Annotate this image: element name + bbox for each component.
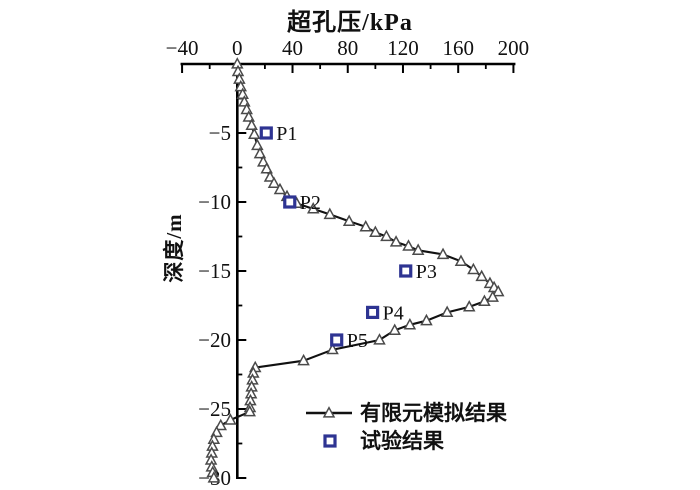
fe-curve-marker-triangle: [486, 290, 499, 302]
fe-curve-marker-triangle: [273, 182, 287, 195]
x-tick-label: 80: [337, 36, 358, 60]
fe-curve-marker-triangle: [369, 225, 382, 238]
chart-title: 超孔压/kPa: [287, 10, 413, 36]
fe-curve-marker-triangle: [478, 294, 491, 307]
fe-curve-marker-triangle: [403, 317, 417, 330]
fe-curve-marker-triangle: [389, 235, 403, 247]
experiment-point-square: [283, 195, 297, 209]
fe-curve-marker-triangle: [260, 162, 273, 174]
fe-curve-marker-triangle: [411, 243, 425, 255]
fe-curve-marker-triangle: [326, 342, 339, 355]
fe-curve-marker-triangle: [342, 214, 356, 226]
y-tick-label: −10: [198, 190, 231, 214]
fe-curve-marker-triangle: [306, 202, 320, 214]
fe-curve-marker-triangle: [234, 79, 248, 92]
fe-curve-marker-triangle: [491, 284, 505, 297]
legend-square-icon: [323, 434, 337, 448]
fe-curve-marker-triangle: [224, 413, 237, 425]
fe-curve-marker-triangle: [207, 471, 221, 483]
x-tick-label: 160: [442, 36, 474, 60]
experiment-point-square: [399, 264, 413, 278]
y-tick-label: −15: [198, 259, 231, 283]
fe-curve-marker-triangle: [256, 155, 270, 167]
fe-curve-marker-triangle: [462, 300, 476, 312]
experiment-point-label: P2: [300, 192, 321, 214]
legend-label-simulation: 有限元模拟结果: [360, 401, 507, 425]
fe-curve-marker-triangle: [380, 229, 393, 242]
experiment-point-label: P4: [383, 302, 404, 324]
experiment-point-square: [330, 333, 344, 347]
x-tick-label: 200: [498, 36, 530, 60]
fe-curve-marker-triangle: [454, 254, 468, 266]
x-tick-label: 120: [387, 36, 419, 60]
x-tick-label: 0: [232, 36, 243, 60]
fe-curve-marker-triangle: [242, 110, 256, 122]
fe-curve-marker-triangle: [243, 404, 256, 417]
y-tick-label: −5: [209, 121, 231, 145]
y-tick-label: −20: [198, 328, 231, 352]
fe-curve-marker-triangle: [402, 239, 415, 251]
fe-curve-marker-triangle: [388, 323, 401, 335]
fe-curve-marker-triangle: [373, 333, 386, 345]
x-tick-label: 40: [282, 36, 303, 60]
fe-curve-marker-triangle: [297, 353, 310, 366]
fe-curve-marker-triangle: [323, 207, 337, 220]
experiment-point-label: P1: [276, 123, 297, 145]
fe-curve-marker-triangle: [420, 313, 433, 326]
fe-curve-marker-triangle: [248, 127, 261, 140]
fe-curve-marker-triangle: [267, 176, 281, 189]
fe-curve-marker-triangle: [251, 138, 264, 151]
fe-curve-marker-triangle: [263, 170, 277, 182]
fe-curve-marker-triangle: [359, 219, 372, 232]
fe-curve-marker-triangle: [214, 418, 227, 431]
fe-curve-marker-triangle: [475, 269, 488, 282]
experiment-point-label: P5: [347, 330, 368, 352]
fe-curve-marker-triangle: [253, 146, 267, 159]
y-tick-label: −25: [198, 397, 231, 421]
experiment-point-square: [259, 126, 273, 140]
experiment-point-square: [365, 305, 380, 319]
experiment-point-label: P3: [416, 261, 437, 283]
fe-curve-marker-triangle: [436, 247, 450, 260]
fe-curve-marker-triangle: [245, 118, 258, 131]
legend-label-experiment: 试验结果: [360, 429, 444, 453]
fe-curve-marker-triangle: [440, 305, 454, 318]
legend-triangle-icon: [322, 406, 336, 418]
fe-curve-marker-triangle: [467, 262, 480, 275]
x-tick-label: −40: [166, 36, 199, 60]
